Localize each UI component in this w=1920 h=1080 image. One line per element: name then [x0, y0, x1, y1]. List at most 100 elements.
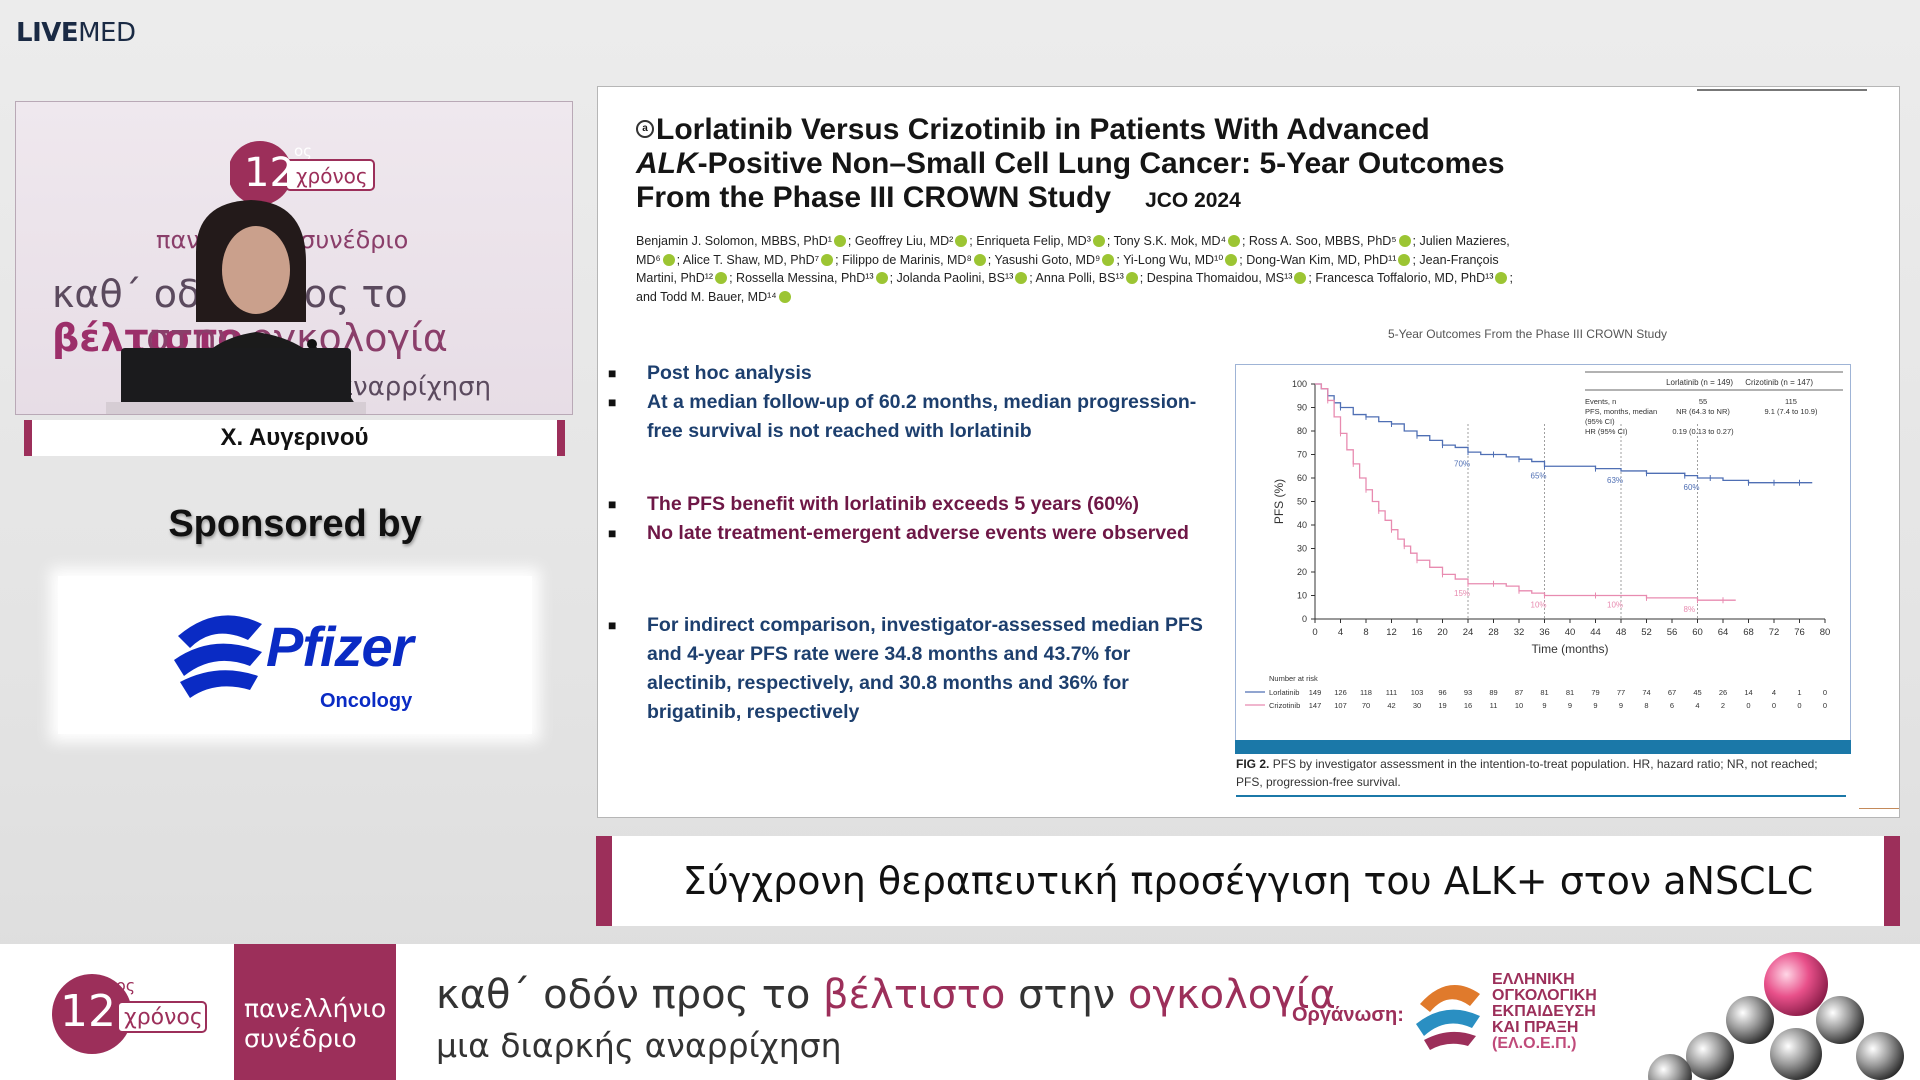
risk-row-name: Crizotinib [1269, 701, 1300, 710]
risk-cell: 77 [1617, 688, 1625, 697]
stats-header: Crizotinib (n = 147) [1745, 378, 1813, 387]
x-tick-label: 48 [1616, 627, 1627, 638]
risk-cell: 81 [1540, 688, 1548, 697]
topic-text: Σύγχρονη θεραπευτική προσέγγιση του ALK+… [682, 859, 1814, 903]
slogan-b: βέλτιστο [823, 972, 1006, 1018]
risk-cell: 26 [1719, 688, 1727, 697]
bullet-dot: ■ [608, 525, 617, 541]
bottom-banner: 12 ος χρόνος πανελλήνιο συνέδριο καθ΄ οδό… [0, 944, 1920, 1080]
x-tick-label: 12 [1386, 627, 1397, 638]
y-tick-label: 70 [1297, 450, 1307, 460]
open-access-icon: a [636, 120, 654, 138]
stats-cell: 9.1 (7.4 to 10.9) [1765, 407, 1818, 416]
risk-cell: 11 [1490, 701, 1498, 710]
x-axis-label: Time (months) [1532, 642, 1609, 656]
risk-cell: 93 [1464, 688, 1472, 697]
org-line4: ΚΑΙ ΠΡΑΞΗ [1492, 1019, 1579, 1036]
x-tick-label: 32 [1514, 627, 1525, 638]
y-axis-label: PFS (%) [1272, 479, 1286, 524]
orcid-icon [875, 272, 888, 284]
risk-cell: 2 [1721, 701, 1725, 710]
y-tick-label: 80 [1297, 426, 1307, 436]
orcid-icon [715, 272, 728, 284]
author-name: Jean-François Martini, PhD¹² [636, 252, 1499, 286]
risk-cell: 74 [1642, 688, 1650, 697]
risk-cell: 89 [1489, 688, 1497, 697]
risk-cell: 14 [1744, 688, 1752, 697]
risk-cell: 4 [1695, 701, 1699, 710]
x-tick-label: 60 [1692, 627, 1703, 638]
title-line2-em: ALK [636, 147, 698, 180]
org-line1: ΕΛΛΗΝΙΚΗ [1492, 971, 1575, 988]
banner-pink-block [234, 944, 396, 1080]
author-name: Yasushi Goto, MD⁹ [994, 252, 1101, 267]
risk-cell: 103 [1411, 688, 1424, 697]
title-line2-rest: -Positive Non–Small Cell Lung Cancer: 5-… [697, 147, 1505, 180]
series-line-crizotinib [1315, 383, 1736, 601]
bullet-2: ■ At a median follow-up of 60.2 months, m… [608, 388, 1208, 446]
risk-cell: 6 [1670, 701, 1674, 710]
pink-line2: συνέδριο [244, 1024, 357, 1053]
x-tick-label: 64 [1718, 627, 1729, 638]
author-name: Yi-Long Wu, MD¹⁰ [1123, 252, 1224, 267]
slide-top-rule [1697, 89, 1867, 91]
milestone-label: 15% [1454, 589, 1470, 598]
orcid-icon [1398, 235, 1411, 247]
sponsor-logo: Pfizer Oncology [58, 576, 532, 734]
org-line2: ΟΓΚΟΛΟΓΙΚΗ [1492, 987, 1597, 1004]
author-name: Tony S.K. Mok, MD⁴ [1113, 234, 1226, 248]
bullet-dot: ■ [608, 394, 617, 410]
orcid-icon [1227, 235, 1240, 247]
risk-cell: 0 [1746, 701, 1750, 710]
desk [106, 402, 366, 414]
milestone-label: 63% [1607, 476, 1623, 485]
speaker-video[interactable]: 12 ος χρόνος πανελλήνιο συνέδριο καθ΄ οδ… [15, 101, 573, 415]
author-name: Filippo de Marinis, MD⁸ [842, 252, 972, 267]
author-name: Enriqueta Felip, MD³ [976, 234, 1091, 248]
slogan-a: καθ΄ οδόν προς το [436, 972, 824, 1018]
stats-row-label: HR (95% CI) [1585, 427, 1628, 436]
stats-cell: 115 [1785, 397, 1797, 406]
author-and: and [636, 289, 661, 304]
eloep-logo-icon [1416, 985, 1480, 1050]
banner-badge-number: 12 [60, 986, 116, 1037]
sponsored-by-label: Sponsored by [168, 503, 422, 545]
banner-badge-super: ος [116, 976, 136, 995]
x-tick-label: 0 [1312, 627, 1317, 638]
x-tick-label: 4 [1338, 627, 1343, 638]
x-tick-label: 40 [1565, 627, 1576, 638]
y-tick-label: 0 [1302, 614, 1307, 624]
pfizer-helix-icon [174, 615, 262, 698]
orcid-icon [833, 235, 846, 247]
risk-cell: 118 [1360, 688, 1372, 697]
risk-cell: 147 [1309, 701, 1322, 710]
orcid-icon [662, 253, 675, 266]
x-tick-label: 72 [1769, 627, 1780, 638]
stats-row-label: (95% CI) [1585, 417, 1615, 426]
pink-line1: πανελλήνιο [244, 994, 387, 1023]
eloep-text: ΕΛΛΗΝΙΚΗ ΟΓΚΟΛΟΓΙΚΗ ΕΚΠΑΙΔΕΥΣΗ ΚΑΙ ΠΡΑΞΗ… [1492, 972, 1597, 1052]
orcid-icon [1294, 272, 1307, 284]
stats-row-label: Events, n [1585, 397, 1616, 406]
risk-cell: 10 [1515, 701, 1523, 710]
orcid-icon [778, 290, 791, 303]
author-name: Despina Thomaidou, MS¹³ [1146, 271, 1293, 285]
orcid-icon [1102, 253, 1115, 266]
risk-cell: 8 [1644, 701, 1648, 710]
y-tick-label: 40 [1297, 520, 1307, 530]
y-tick-label: 30 [1297, 544, 1307, 554]
bullet-dot: ■ [608, 496, 617, 512]
figure-label: FIG 2. [1236, 757, 1270, 771]
y-tick-label: 60 [1297, 473, 1307, 483]
speaker-name-bar: Χ. Αυγερινού [24, 420, 565, 456]
author-list: Benjamin J. Solomon, MBBS, PhD¹; Geoffre… [636, 234, 1513, 304]
milestone-label: 10% [1531, 601, 1547, 610]
livemed-logo: LIVEMED [16, 18, 136, 48]
slogan-d: ογκολογία [1127, 972, 1336, 1018]
x-tick-label: 52 [1641, 627, 1652, 638]
y-tick-label: 10 [1297, 591, 1307, 601]
risk-cell: 0 [1823, 701, 1827, 710]
x-tick-label: 8 [1363, 627, 1368, 638]
risk-cell: 126 [1334, 688, 1347, 697]
